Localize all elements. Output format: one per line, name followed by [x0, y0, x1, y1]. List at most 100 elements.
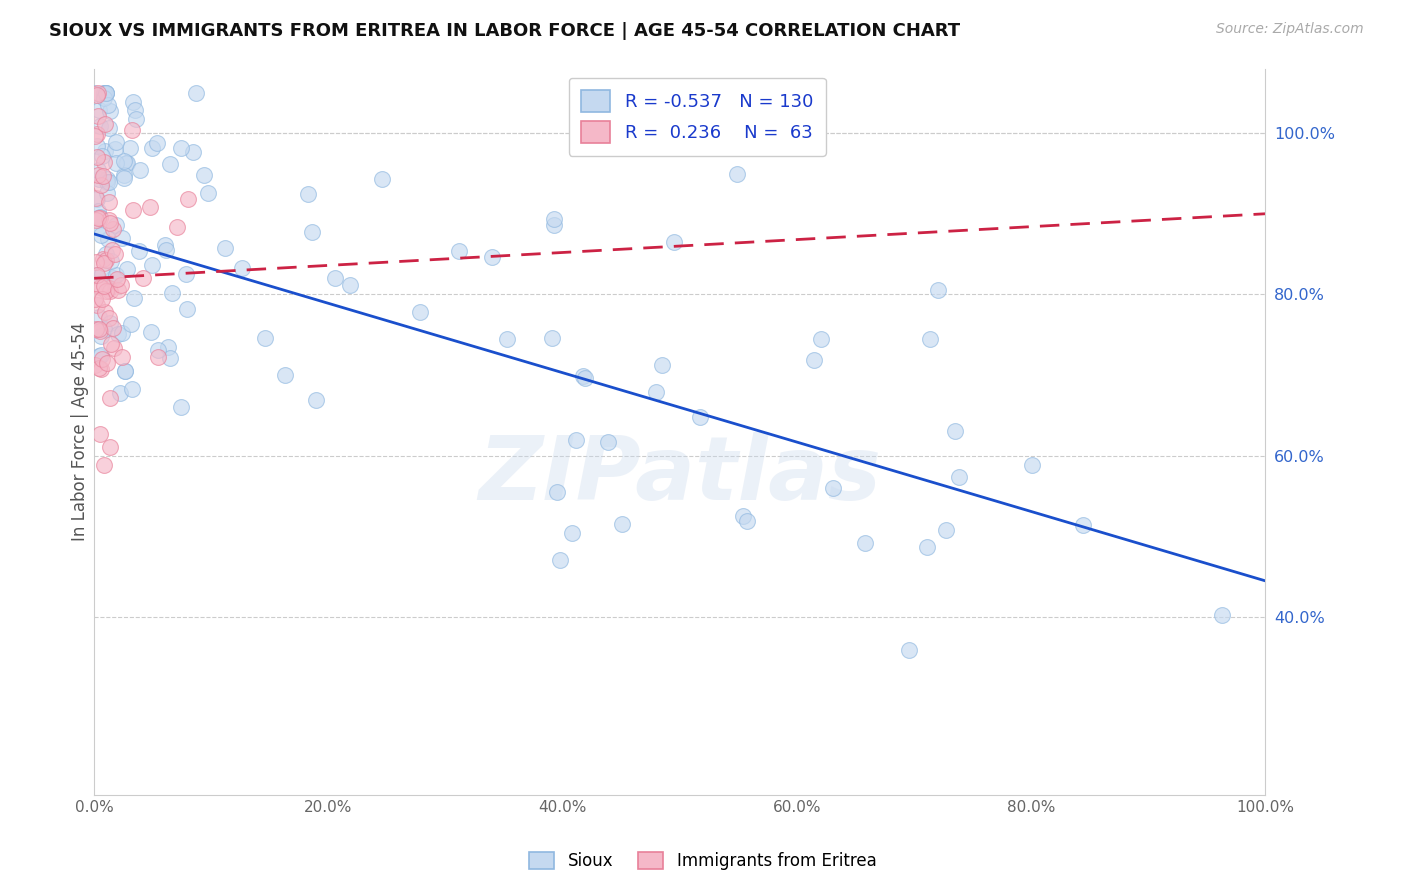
Point: [83, 86, 105, 100]
Point: [193, 168, 215, 182]
Point: [93, 91, 115, 105]
Point: [197, 186, 219, 201]
Point: [97, 175, 120, 189]
Point: [810, 332, 832, 346]
Point: [120, 317, 142, 331]
Point: [107, 283, 129, 297]
Point: [139, 200, 162, 214]
Point: [108, 385, 131, 400]
Point: [370, 172, 392, 186]
Point: [546, 485, 568, 500]
Point: [943, 425, 966, 439]
Point: [610, 516, 633, 531]
Point: [98, 284, 121, 298]
Point: [98, 440, 121, 454]
Point: [87, 172, 110, 186]
Point: [105, 271, 128, 285]
Point: [132, 271, 155, 285]
Point: [920, 332, 942, 346]
Point: [689, 410, 711, 425]
Point: [86, 192, 108, 206]
Point: [176, 301, 198, 316]
Point: [117, 155, 139, 169]
Point: [112, 170, 135, 185]
Point: [139, 325, 162, 339]
Point: [186, 86, 208, 100]
Point: [90, 361, 112, 376]
Point: [93, 86, 115, 100]
Point: [101, 321, 124, 335]
Point: [96, 253, 118, 268]
Point: [84, 212, 107, 227]
Point: [96, 172, 118, 186]
Legend: Sioux, Immigrants from Eritrea: Sioux, Immigrants from Eritrea: [523, 845, 883, 877]
Point: [97, 281, 120, 295]
Legend: R = -0.537   N = 130, R =  0.236    N =  63: R = -0.537 N = 130, R = 0.236 N = 63: [569, 78, 825, 156]
Point: [87, 163, 110, 178]
Point: [111, 350, 134, 364]
Point: [112, 154, 135, 169]
Point: [159, 351, 181, 365]
Point: [84, 255, 107, 269]
Point: [114, 364, 136, 378]
Point: [91, 267, 114, 281]
Point: [651, 358, 673, 372]
Point: [94, 304, 117, 318]
Text: Source: ZipAtlas.com: Source: ZipAtlas.com: [1216, 22, 1364, 37]
Point: [170, 400, 193, 414]
Point: [121, 382, 143, 396]
Point: [86, 138, 108, 153]
Point: [94, 86, 117, 100]
Point: [725, 167, 748, 181]
Point: [166, 219, 188, 234]
Point: [253, 331, 276, 345]
Point: [89, 280, 111, 294]
Point: [97, 232, 120, 246]
Point: [93, 279, 115, 293]
Point: [86, 297, 108, 311]
Point: [110, 277, 132, 292]
Point: [214, 241, 236, 255]
Point: [93, 155, 115, 169]
Point: [100, 253, 122, 268]
Point: [157, 340, 180, 354]
Point: [96, 356, 118, 370]
Point: [148, 343, 170, 357]
Point: [98, 316, 121, 330]
Point: [120, 141, 142, 155]
Point: [409, 305, 432, 319]
Point: [89, 211, 111, 225]
Point: [121, 123, 143, 137]
Point: [153, 238, 176, 252]
Point: [111, 231, 134, 245]
Point: [83, 292, 105, 306]
Point: [181, 145, 204, 160]
Point: [87, 211, 110, 225]
Point: [90, 227, 112, 242]
Y-axis label: In Labor Force | Age 45-54: In Labor Force | Age 45-54: [72, 322, 89, 541]
Point: [103, 341, 125, 355]
Point: [94, 284, 117, 298]
Point: [104, 135, 127, 149]
Point: [104, 142, 127, 156]
Point: [735, 514, 758, 528]
Point: [96, 186, 118, 201]
Point: [105, 156, 128, 170]
Point: [124, 291, 146, 305]
Point: [87, 349, 110, 363]
Point: [83, 358, 105, 372]
Point: [543, 218, 565, 232]
Point: [89, 120, 111, 134]
Point: [325, 271, 347, 285]
Point: [174, 267, 197, 281]
Point: [104, 246, 127, 260]
Point: [305, 393, 328, 408]
Point: [496, 332, 519, 346]
Text: ZIPatlas: ZIPatlas: [478, 432, 882, 518]
Point: [84, 128, 107, 143]
Point: [93, 458, 115, 473]
Point: [86, 268, 108, 283]
Point: [733, 509, 755, 524]
Point: [935, 523, 957, 537]
Point: [170, 141, 193, 155]
